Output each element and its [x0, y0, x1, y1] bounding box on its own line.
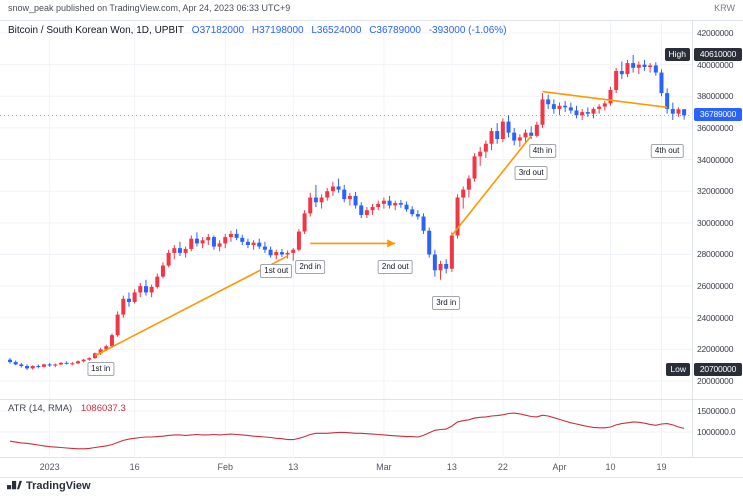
- atr-tick-label: 1000000.0: [697, 427, 736, 437]
- high-price-axis-badge: 40610000: [694, 47, 742, 61]
- high-marker-label: High: [664, 47, 690, 61]
- ohlc-open: O37182000: [191, 25, 245, 36]
- time-axis-label[interactable]: 22: [497, 462, 508, 472]
- price-tick-label: 24000000: [697, 312, 734, 323]
- time-axis-label[interactable]: 16: [129, 462, 140, 472]
- trade-exit-label[interactable]: 3rd out: [514, 166, 548, 181]
- symbol-title[interactable]: Bitcoin / South Korean Won, 1D, UPBIT: [8, 25, 185, 36]
- trade-exit-label[interactable]: 1st out: [260, 264, 293, 279]
- tradingview-logo-icon: [7, 480, 22, 490]
- low-marker-label: Low: [666, 362, 690, 376]
- atr-indicator-legend: ATR (14, RMA) 1086037.3: [8, 403, 126, 414]
- atr-label[interactable]: ATR (14, RMA): [8, 403, 73, 414]
- trade-entry-label[interactable]: 4th in: [528, 144, 557, 159]
- price-tick-label: 32000000: [697, 186, 734, 197]
- footer: TradingView: [7, 479, 91, 492]
- time-axis-label[interactable]: 19: [656, 462, 667, 472]
- price-tick-label: 20000000: [697, 376, 734, 387]
- trade-entry-label[interactable]: 3rd in: [432, 295, 461, 310]
- symbol-legend: Bitcoin / South Korean Won, 1D, UPBIT O3…: [8, 25, 507, 36]
- price-tick-label: 30000000: [697, 217, 734, 228]
- time-axis-label[interactable]: Feb: [217, 462, 234, 472]
- price-change: -393000 (-1.06%): [428, 25, 507, 36]
- publish-header: snow_peak published on TradingView.com, …: [8, 3, 735, 13]
- time-axis-label[interactable]: 10: [605, 462, 616, 472]
- price-tick-label: 26000000: [697, 281, 734, 292]
- atr-value: 1086037.3: [80, 403, 126, 414]
- time-axis-label[interactable]: Mar: [376, 462, 392, 472]
- low-price-axis-badge: 20700000: [694, 362, 742, 376]
- price-tick-label: 22000000: [697, 344, 734, 355]
- currency-label: KRW: [714, 3, 735, 13]
- price-tick-label: 40000000: [697, 59, 734, 70]
- time-axis-label[interactable]: 2023: [39, 462, 60, 472]
- ohlc-low: L36524000: [311, 25, 362, 36]
- price-tick-label: 34000000: [697, 154, 734, 165]
- trade-exit-label[interactable]: 2nd out: [377, 259, 413, 274]
- trade-exit-label[interactable]: 4th out: [650, 144, 684, 159]
- ohlc-close: C36789000: [369, 25, 421, 36]
- price-tick-label: 36000000: [697, 122, 734, 133]
- ohlc-high: H37198000: [251, 25, 304, 36]
- time-axis-label[interactable]: Apr: [552, 462, 567, 472]
- publish-info: snow_peak published on TradingView.com, …: [8, 3, 291, 13]
- price-tick-label: 38000000: [697, 91, 734, 102]
- tradingview-brand[interactable]: TradingView: [26, 479, 91, 492]
- time-axis-label[interactable]: 13: [446, 462, 457, 472]
- price-tick-label: 42000000: [697, 28, 734, 38]
- time-axis-label[interactable]: 13: [288, 462, 299, 472]
- trade-entry-label[interactable]: 1st in: [87, 362, 115, 377]
- last-price-badge: 36789000: [694, 108, 742, 122]
- trade-entry-label[interactable]: 2nd in: [295, 259, 326, 274]
- price-tick-label: 28000000: [697, 249, 734, 260]
- atr-tick-label: 1500000.0: [697, 406, 736, 416]
